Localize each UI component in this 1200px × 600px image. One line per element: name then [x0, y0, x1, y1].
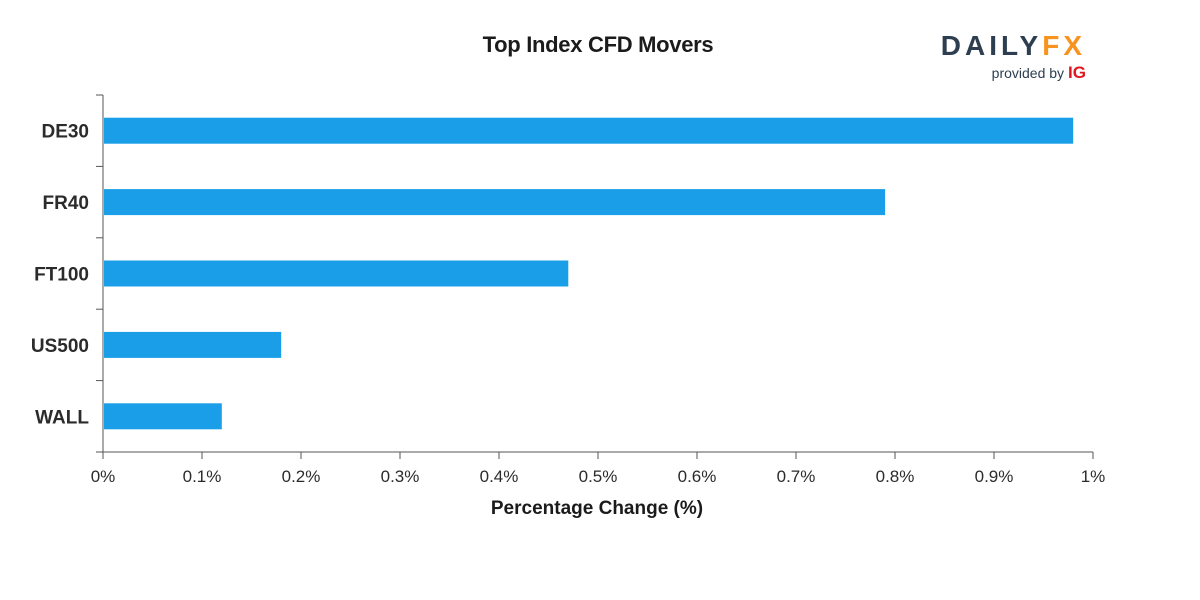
category-label-ft100: FT100: [34, 265, 89, 286]
category-label-us500: US500: [31, 336, 89, 357]
bar-ft100: [104, 260, 569, 287]
bar-us500: [104, 331, 282, 358]
bar-fr40: [104, 189, 886, 216]
logo-daily-text: DAILY: [940, 30, 1043, 61]
x-tick-label: 0.1%: [183, 467, 222, 486]
x-tick-label: 0.4%: [480, 467, 519, 486]
category-label-wall: WALL: [35, 407, 89, 428]
logo-provided-by: provided by IG: [992, 64, 1086, 82]
plot-area: DE30 FR40 FT100 US500 WALL 0% 0.1% 0.2% 0.3% 0.4%…: [31, 94, 1106, 486]
x-tick-label: 0.2%: [282, 467, 321, 486]
logo-wordmark: DAILYFX: [941, 30, 1086, 62]
category-label-fr40: FR40: [43, 193, 89, 214]
bar-de30: [104, 117, 1074, 144]
logo-fx-text: FX: [1042, 30, 1086, 61]
x-tick-label: 0.5%: [579, 467, 618, 486]
logo-provided-text: provided by: [991, 65, 1065, 81]
x-tick-label: 0.9%: [975, 467, 1014, 486]
x-tick-label: 0.6%: [678, 467, 717, 486]
x-tick-label: 1%: [1081, 467, 1106, 486]
x-axis-title: Percentage Change (%): [491, 498, 703, 519]
logo-ig-text: IG: [1068, 63, 1086, 82]
x-tick-label: 0.3%: [381, 467, 420, 486]
x-tick-label: 0.8%: [876, 467, 915, 486]
dailyfx-logo: DAILYFX provided by IG: [928, 30, 1088, 82]
x-tick-label: 0%: [91, 467, 116, 486]
x-tick-label: 0.7%: [777, 467, 816, 486]
bar-wall: [104, 403, 222, 430]
chart-title: Top Index CFD Movers: [482, 32, 714, 57]
category-label-de30: DE30: [41, 122, 89, 143]
